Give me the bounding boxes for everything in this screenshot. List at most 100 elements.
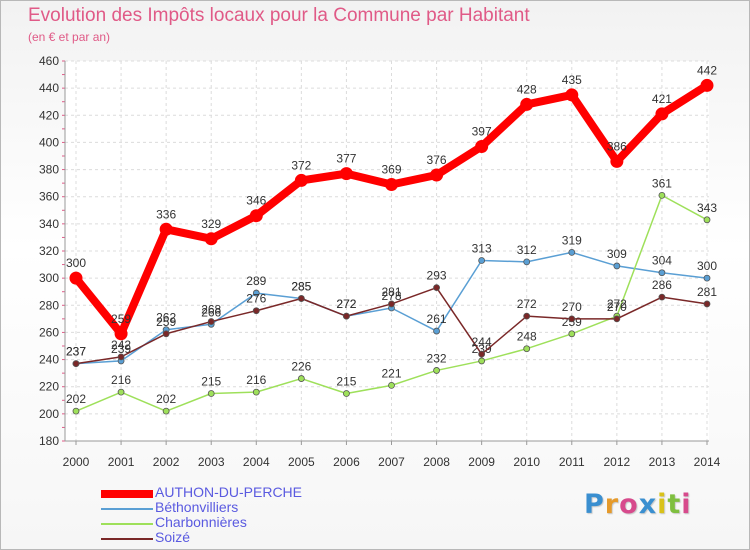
data-label-authon-du-perche: 397 [472, 125, 492, 139]
data-label-soize: 281 [381, 285, 401, 299]
data-point-authon-du-perche [114, 327, 128, 341]
data-label-soize: 244 [472, 335, 492, 349]
data-label-bethonvilliers: 237 [66, 345, 86, 359]
data-label-bethonvilliers: 278 [381, 289, 401, 303]
data-point-authon-du-perche [700, 78, 714, 92]
data-label-authon-du-perche: 372 [291, 158, 311, 172]
data-label-charbonnieres: 202 [156, 392, 176, 406]
data-label-soize: 259 [156, 315, 176, 329]
data-point-authon-du-perche [520, 97, 534, 111]
data-label-soize: 293 [427, 269, 447, 283]
data-label-soize: 281 [697, 285, 717, 299]
data-label-authon-du-perche: 435 [562, 73, 582, 87]
data-label-authon-du-perche: 377 [336, 152, 356, 166]
data-point-bethonvilliers [478, 257, 486, 264]
data-label-authon-du-perche: 259 [111, 312, 131, 326]
data-label-bethonvilliers: 304 [652, 254, 672, 268]
data-point-soize [568, 315, 576, 323]
data-point-soize [117, 353, 125, 361]
data-point-charbonnieres [523, 345, 531, 353]
data-point-charbonnieres [568, 330, 576, 338]
data-point-soize [162, 330, 170, 338]
x-tick-label: 2000 [63, 455, 90, 469]
data-point-charbonnieres [703, 216, 711, 224]
data-point-charbonnieres [297, 375, 305, 382]
data-label-charbonnieres: 215 [201, 375, 221, 389]
y-tick-label: 420 [39, 108, 59, 122]
data-point-charbonnieres [117, 388, 125, 396]
data-label-charbonnieres: 221 [381, 366, 401, 380]
data-point-soize [658, 293, 666, 301]
data-point-bethonvilliers [568, 248, 576, 256]
data-point-soize [252, 307, 260, 315]
data-point-authon-du-perche [249, 209, 263, 223]
data-point-charbonnieres [162, 407, 170, 415]
logo-letter: t [667, 489, 682, 520]
data-label-authon-du-perche: 346 [246, 194, 266, 208]
data-label-charbonnieres: 226 [291, 360, 311, 374]
x-tick-label: 2010 [513, 455, 540, 469]
data-label-bethonvilliers: 289 [246, 274, 266, 288]
data-point-bethonvilliers [433, 327, 440, 335]
data-label-bethonvilliers: 262 [156, 311, 176, 325]
data-point-soize [343, 312, 350, 320]
data-point-bethonvilliers [523, 258, 531, 266]
logo-letter: P [584, 489, 605, 520]
data-point-bethonvilliers [613, 262, 621, 270]
data-label-authon-du-perche: 386 [607, 139, 627, 153]
data-label-charbonnieres: 343 [697, 201, 717, 215]
data-label-authon-du-perche: 376 [427, 153, 447, 167]
y-tick-label: 300 [39, 271, 59, 285]
data-label-bethonvilliers: 272 [336, 297, 356, 311]
data-label-charbonnieres: 216 [111, 373, 131, 387]
y-tick-label: 180 [39, 434, 59, 448]
logo-letter: r [604, 489, 620, 520]
x-tick-label: 2007 [378, 455, 405, 469]
data-label-authon-du-perche: 369 [381, 163, 401, 177]
data-point-soize [523, 312, 531, 320]
data-label-soize: 237 [66, 345, 86, 359]
data-point-charbonnieres [72, 407, 80, 415]
data-label-charbonnieres: 215 [336, 375, 356, 389]
data-label-bethonvilliers: 319 [562, 233, 582, 247]
data-point-authon-du-perche [69, 271, 83, 285]
data-label-soize: 286 [652, 278, 672, 292]
legend-label: Béthonvilliers [155, 499, 239, 515]
data-point-soize [388, 300, 395, 308]
data-label-charbonnieres: 361 [652, 176, 672, 190]
data-label-soize: 270 [607, 300, 627, 314]
legend-label: AUTHON-DU-PERCHE [155, 484, 302, 500]
data-label-bethonvilliers: 313 [472, 242, 492, 256]
logo-letter: i [681, 489, 692, 520]
x-tick-label: 2005 [288, 455, 315, 469]
data-label-soize: 276 [246, 292, 266, 306]
y-tick-label: 400 [39, 135, 59, 149]
data-label-bethonvilliers: 285 [291, 280, 311, 294]
legend-swatch [101, 508, 153, 510]
logo-letter: o [619, 489, 639, 520]
chart-subtitle: (en € et par an) [28, 30, 111, 44]
data-point-soize [703, 300, 711, 308]
data-point-soize [72, 360, 80, 368]
data-label-bethonvilliers: 312 [517, 243, 537, 257]
data-label-charbonnieres: 202 [66, 392, 86, 406]
y-tick-label: 440 [39, 81, 59, 95]
data-label-soize: 285 [291, 280, 311, 294]
x-tick-label: 2011 [559, 455, 585, 469]
data-point-charbonnieres [433, 367, 440, 374]
data-point-charbonnieres [478, 357, 486, 365]
logo-letter: x [638, 489, 658, 520]
data-label-authon-du-perche: 300 [66, 256, 86, 270]
data-point-authon-du-perche [339, 167, 353, 181]
data-point-soize [613, 315, 621, 323]
data-label-bethonvilliers: 239 [111, 342, 131, 356]
data-point-bethonvilliers [658, 269, 666, 277]
data-point-charbonnieres [207, 390, 215, 397]
data-point-authon-du-perche [385, 178, 398, 191]
y-tick-label: 200 [39, 407, 59, 421]
proxiti-logo: Proxiti [584, 489, 692, 520]
x-tick-label: 2013 [649, 455, 676, 469]
legend-label: Soizé [155, 529, 191, 545]
logo-letter: i [657, 489, 668, 520]
x-tick-label: 2008 [423, 455, 450, 469]
